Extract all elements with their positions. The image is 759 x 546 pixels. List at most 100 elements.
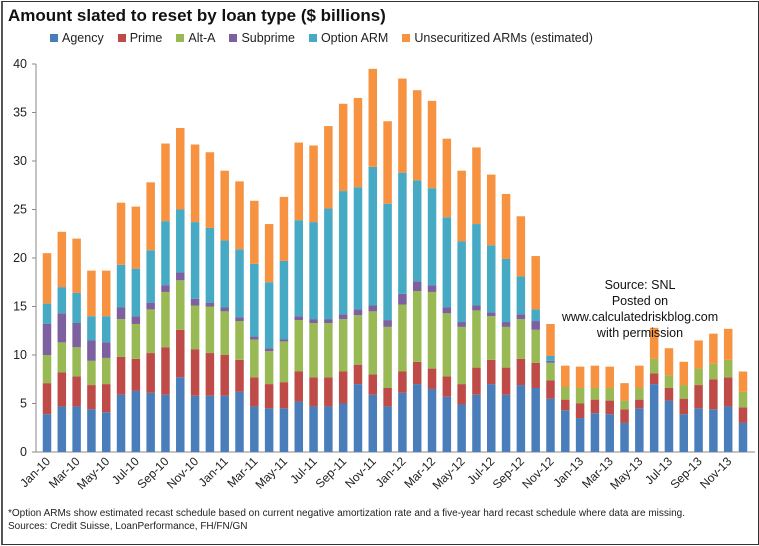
bar-segment-agency — [457, 404, 466, 452]
bar-segment-prime — [235, 359, 244, 392]
bar-segment-subprime — [501, 322, 511, 327]
bar-segment-subprime — [398, 293, 407, 305]
bar-segment-unsecuritized-arms-estimated — [220, 170, 229, 241]
bar-segment-prime — [146, 353, 155, 393]
bar-segment-unsecuritized-arms-estimated — [709, 333, 718, 364]
bar-segment-option-arm — [501, 258, 511, 323]
bar-segment-subprime — [457, 322, 466, 327]
x-tick-label: Nov-13 — [697, 454, 734, 491]
bar-segment-unsecuritized-arms-estimated — [546, 323, 555, 356]
bar-segment-agency — [309, 406, 318, 452]
x-tick-label: Sep-11 — [313, 454, 350, 491]
bar-segment-agency — [116, 394, 126, 452]
bar-segment-unsecuritized-arms-estimated — [338, 103, 348, 192]
x-tick-label: Jan-13 — [550, 454, 586, 490]
bar-segment-agency — [679, 414, 689, 452]
legend-item: Subprime — [229, 31, 295, 45]
bar-segment-unsecuritized-arms-estimated — [72, 238, 81, 293]
bar-segment-alt-a — [57, 342, 67, 373]
bar-segment-option-arm — [442, 217, 452, 308]
bar-segment-agency — [338, 403, 348, 452]
bar-segment-alt-a — [279, 341, 289, 383]
bar-segment-alt-a — [87, 360, 96, 386]
bar-segment-subprime — [442, 307, 452, 314]
legend-swatch — [176, 34, 185, 42]
bar-segment-agency — [87, 409, 96, 452]
bar-segment-subprime — [546, 360, 555, 363]
bar-segment-alt-a — [635, 387, 644, 400]
bar-segment-agency — [176, 377, 185, 452]
bar-segment-agency — [220, 395, 229, 452]
bar-segment-alt-a — [442, 313, 452, 377]
bar-segment-agency — [161, 394, 170, 452]
bar-segment-prime — [116, 356, 126, 395]
annotation-posted: Posted on www.calculatedriskblog.com — [561, 294, 719, 324]
bar-segment-prime — [412, 361, 422, 385]
bar-segment-agency — [590, 413, 600, 452]
bar-segment-alt-a — [42, 355, 52, 384]
bar-segment-option-arm — [294, 220, 303, 317]
bar-segment-unsecuritized-arms-estimated — [42, 253, 52, 304]
bar-segment-alt-a — [546, 362, 555, 381]
y-tick-label: 35 — [13, 106, 27, 120]
bar-segment-alt-a — [605, 387, 614, 401]
bar-segment-unsecuritized-arms-estimated — [723, 328, 733, 360]
bar-segment-subprime — [487, 312, 496, 317]
x-tick-label: Sep-12 — [490, 454, 527, 491]
bar-segment-unsecuritized-arms-estimated — [235, 181, 244, 250]
bar-segment-subprime — [279, 339, 289, 342]
bar-segment-prime — [516, 358, 526, 386]
bar-segment-subprime — [146, 302, 155, 310]
bar-segment-alt-a — [590, 387, 600, 400]
bar-segment-prime — [605, 400, 614, 415]
bar-segment-alt-a — [457, 326, 466, 385]
y-tick-label: 10 — [13, 348, 27, 362]
bar-segment-prime — [531, 362, 540, 388]
bar-segment-prime — [57, 372, 67, 407]
bar-segment-agency — [146, 392, 155, 452]
bar-segment-option-arm — [220, 240, 229, 308]
bar-segment-subprime — [472, 305, 481, 311]
bar-segment-subprime — [338, 314, 348, 320]
footnote: *Option ARMs show estimated recast sched… — [8, 507, 685, 533]
bar-segment-prime — [664, 387, 674, 401]
legend-label: Alt-A — [188, 31, 216, 45]
bar-segment-option-arm — [516, 276, 526, 315]
bar-segment-agency — [353, 384, 363, 452]
bar-segment-alt-a — [205, 306, 215, 354]
bar-segment-unsecuritized-arms-estimated — [250, 200, 259, 264]
bar-segment-unsecuritized-arms-estimated — [205, 152, 215, 228]
bar-segment-prime — [649, 373, 659, 385]
bar-segment-prime — [190, 349, 200, 396]
bar-segment-unsecuritized-arms-estimated — [264, 224, 274, 283]
source-annotation: Source: SNL Posted on www.calculatedrisk… — [560, 277, 720, 341]
bar-segment-option-arm — [264, 282, 274, 349]
bar-segment-unsecuritized-arms-estimated — [427, 100, 437, 189]
bar-segment-alt-a — [709, 363, 718, 380]
bar-segment-unsecuritized-arms-estimated — [472, 147, 481, 225]
bar-segment-prime — [324, 377, 333, 407]
legend-item: Alt-A — [176, 31, 215, 45]
bar-segment-subprime — [131, 316, 141, 324]
bar-segment-subprime — [250, 336, 259, 340]
bar-segment-subprime — [101, 342, 111, 358]
bar-segment-agency — [398, 392, 407, 452]
bar-segment-agency — [561, 410, 570, 452]
bar-segment-alt-a — [679, 385, 689, 399]
bar-segment-prime — [723, 377, 733, 407]
bar-segment-agency — [131, 390, 141, 452]
bar-segment-unsecuritized-arms-estimated — [324, 126, 333, 209]
bar-segment-prime — [294, 371, 303, 402]
annotation-permission: with permission — [596, 326, 684, 340]
bar-segment-alt-a — [694, 368, 703, 386]
bar-segment-option-arm — [42, 303, 52, 324]
x-tick-label: May-10 — [74, 454, 112, 492]
x-tick-label: Nov-10 — [164, 454, 201, 491]
legend-item: Option ARM — [308, 31, 388, 45]
y-tick-label: 30 — [13, 154, 27, 168]
legend-swatch — [50, 34, 58, 42]
bar-segment-prime — [205, 353, 215, 396]
x-tick-label: May-11 — [252, 454, 290, 492]
bar-segment-prime — [87, 385, 96, 410]
